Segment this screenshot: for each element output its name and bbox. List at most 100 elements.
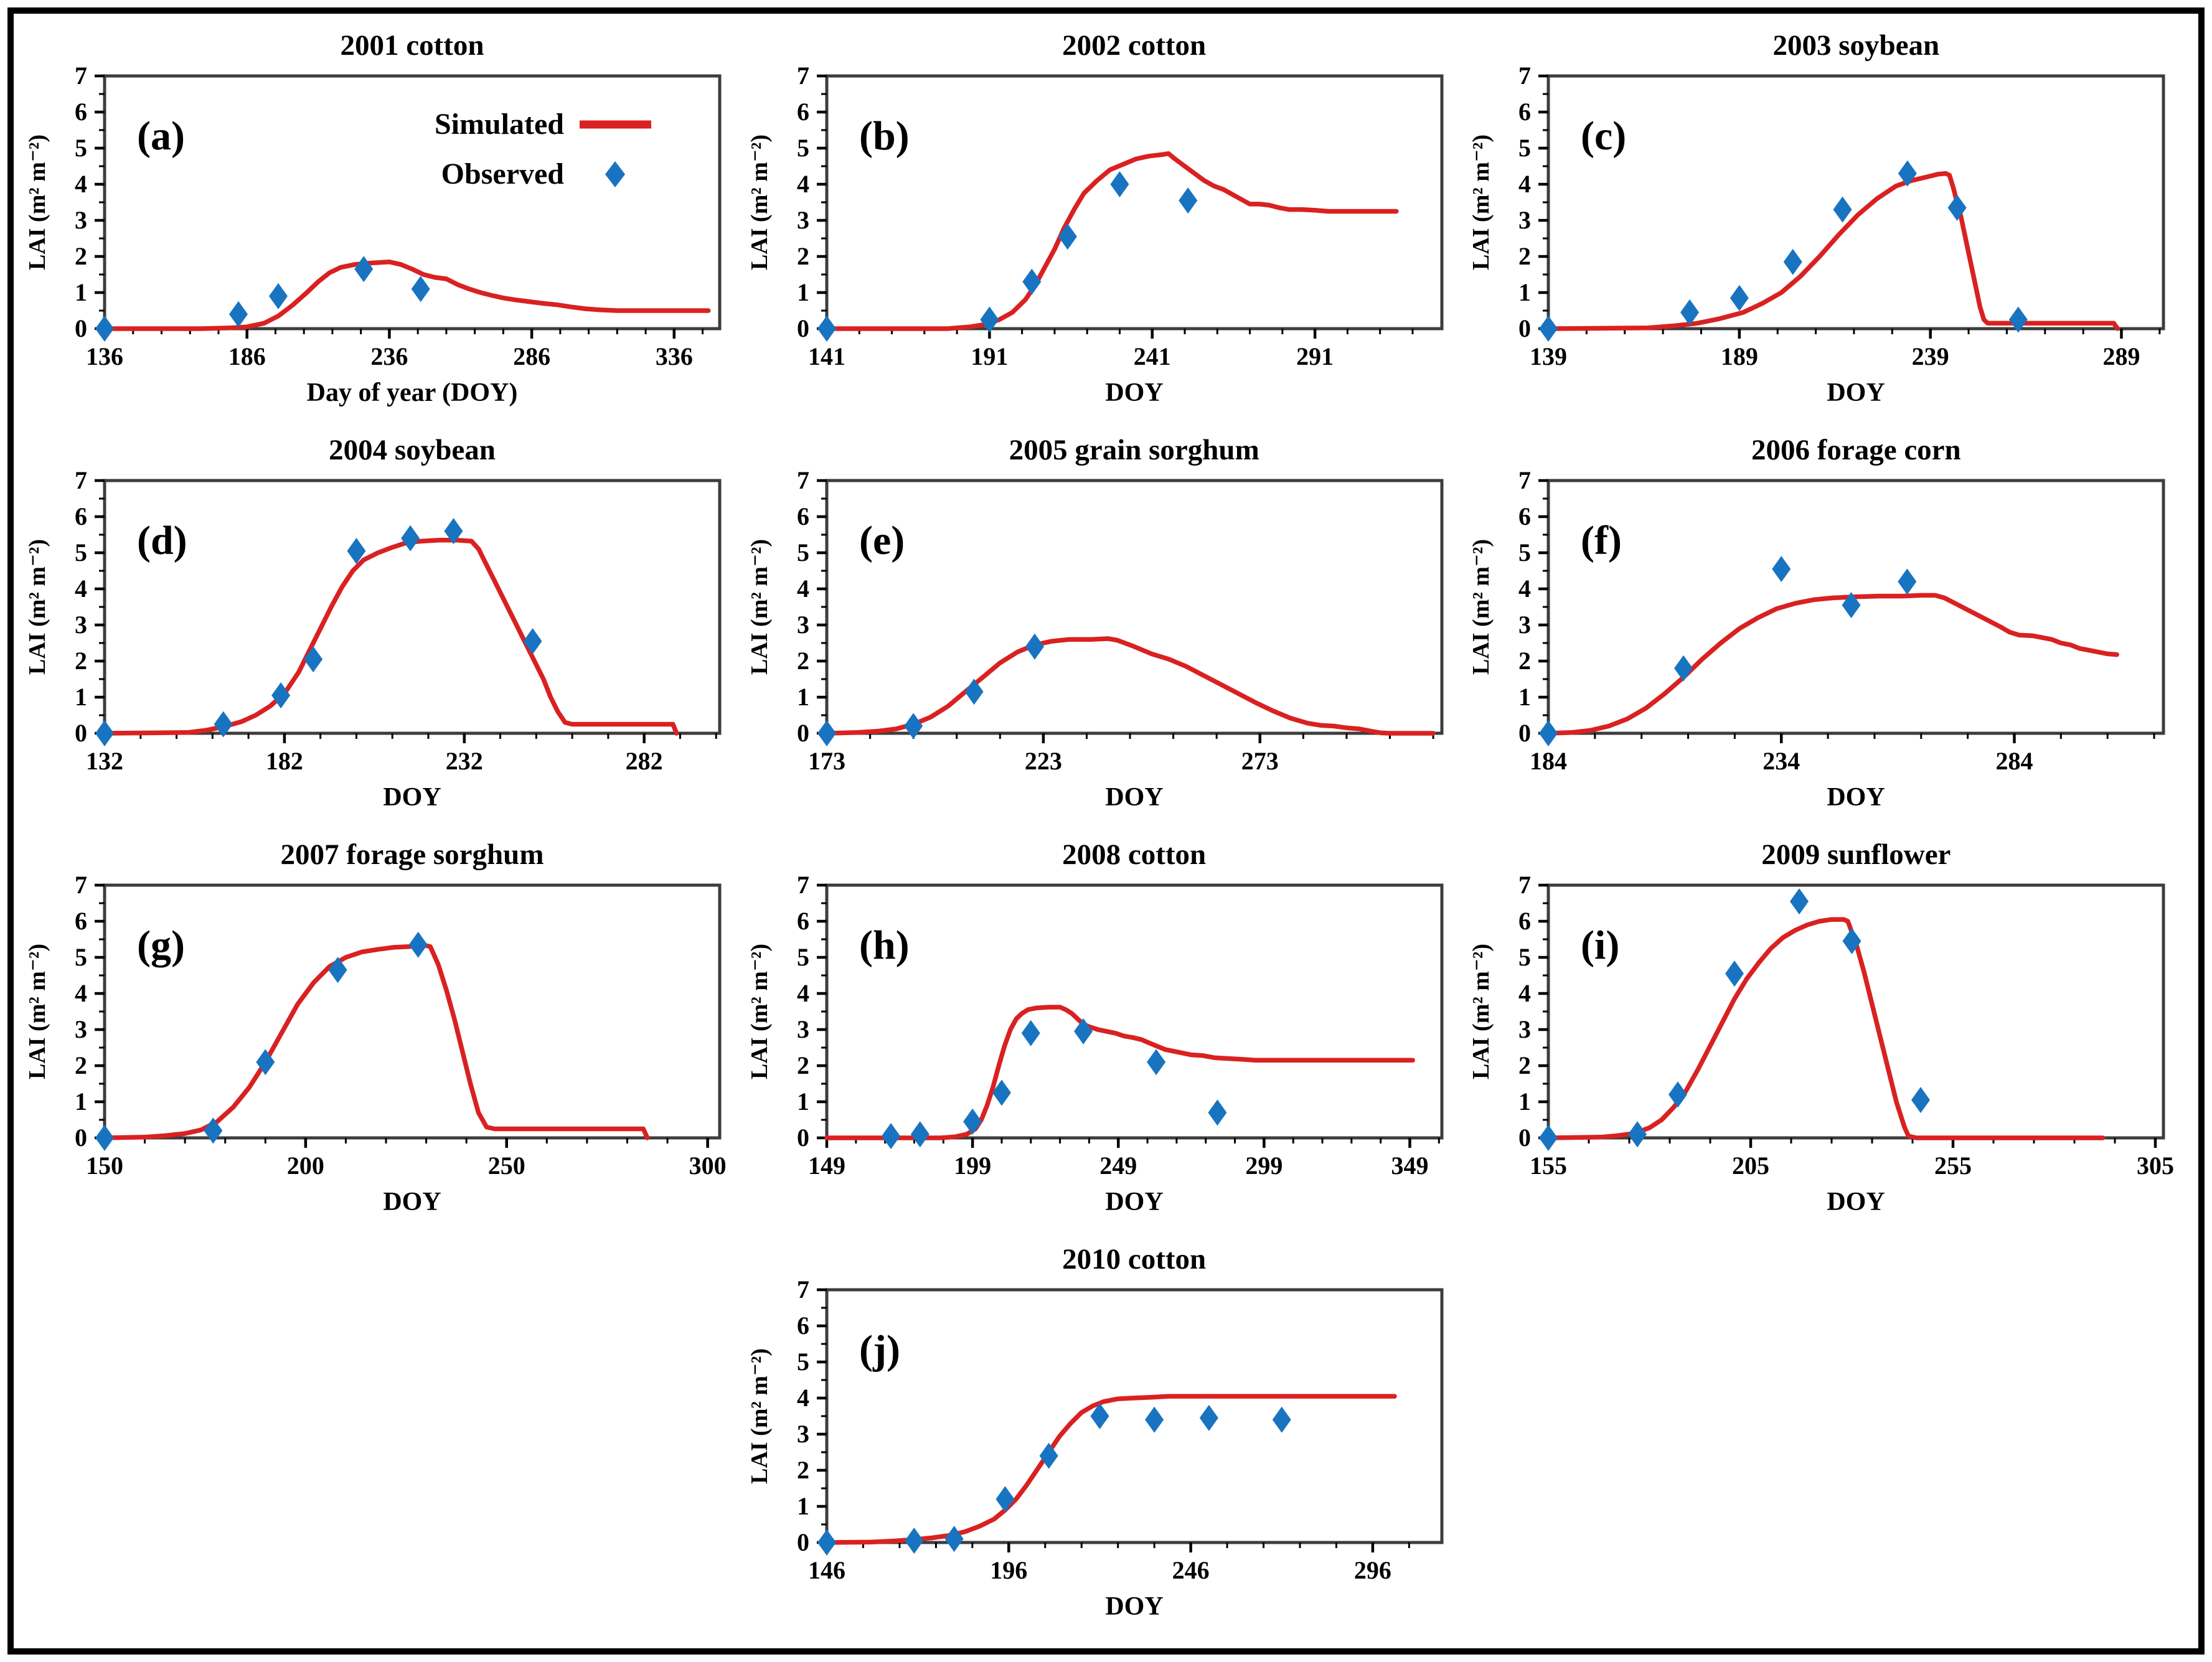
y-tick-label: 5 <box>797 1348 809 1376</box>
x-tick-label: 199 <box>954 1152 991 1180</box>
y-tick-label: 7 <box>797 468 809 494</box>
chart-h: 0 1 2 3 4 5 6 7 149 199 249 299 349 DOY LAI (m² m⁻²) (h… <box>746 873 1444 1216</box>
y-tick-label: 3 <box>75 206 87 234</box>
chart-e: 0 1 2 3 4 5 6 7 173 223 273 DOY LAI (m² m⁻²) (e) <box>746 468 1444 812</box>
y-tick-label: 5 <box>1518 134 1531 162</box>
observed-point <box>995 1486 1015 1513</box>
observed-point <box>1842 592 1861 619</box>
observed-point <box>1680 299 1700 326</box>
observed-point <box>1539 1125 1558 1151</box>
x-tick-label: 139 <box>1530 342 1567 370</box>
x-tick-label: 191 <box>971 342 1008 370</box>
observed-point <box>1730 284 1749 311</box>
observed-point <box>817 1529 836 1556</box>
panel-2003-soybean: 2003 soybean 0 1 2 3 4 5 6 7 139 189 239 289 DOY LAI … <box>1467 27 2183 427</box>
y-tick-label: 3 <box>1518 1015 1531 1043</box>
panel-letter: (a) <box>137 113 185 159</box>
observed-point <box>881 1123 900 1150</box>
observed-point <box>1772 556 1791 583</box>
x-tick-label: 205 <box>1732 1152 1769 1180</box>
y-tick-label: 1 <box>797 278 809 306</box>
observed-point <box>944 1526 964 1552</box>
legend-observed-diamond-icon <box>605 161 625 187</box>
y-tick-label: 6 <box>797 1312 809 1340</box>
y-tick-label: 4 <box>797 1384 809 1412</box>
panel-2006-forage-corn: 2006 forage corn 0 1 2 3 4 5 6 7 184 234 284 DOY LAI… <box>1467 432 2183 832</box>
plot-box <box>1546 883 2165 1140</box>
y-tick-label: 4 <box>1518 575 1531 603</box>
y-tick-label: 5 <box>75 943 87 971</box>
y-tick-label: 1 <box>75 1087 87 1115</box>
panel-title-c: 2003 soybean <box>1772 29 1940 62</box>
chart-b: 0 1 2 3 4 5 6 7 141 191 241 291 DOY LAI (m² m⁻²) (b) <box>746 63 1444 407</box>
y-axis-title: LAI (m² m⁻²) <box>1468 539 1494 675</box>
panel-title-g: 2007 forage sorghum <box>280 838 544 871</box>
observed-point <box>1833 196 1852 223</box>
y-tick-label: 4 <box>75 170 87 198</box>
observed-point <box>401 525 420 552</box>
x-tick-label: 155 <box>1530 1152 1567 1180</box>
x-tick-label: 234 <box>1763 747 1800 775</box>
x-tick-label: 149 <box>808 1152 845 1180</box>
panel-letter: (c) <box>1581 113 1626 159</box>
y-tick-label: 7 <box>75 468 87 494</box>
x-axis-title: DOY <box>1827 783 1885 812</box>
observed-point <box>1039 1442 1058 1469</box>
plot-box <box>825 883 1444 1140</box>
y-tick-label: 6 <box>797 907 809 935</box>
y-tick-label: 6 <box>1518 502 1531 530</box>
observed-point <box>95 1125 114 1151</box>
y-axis-title: LAI (m² m⁻²) <box>1468 944 1494 1079</box>
x-tick-label: 182 <box>266 747 303 775</box>
observed-point <box>1539 316 1558 342</box>
plot-box <box>1546 74 2165 331</box>
figure-border: 2001 cotton 0 1 2 3 4 5 6 7 136 186 236 286 336 Day o… <box>7 7 2205 1655</box>
y-tick-label: 2 <box>797 647 809 675</box>
x-tick-label: 184 <box>1530 747 1567 775</box>
y-tick-label: 2 <box>1518 242 1531 270</box>
x-tick-label: 196 <box>990 1556 1027 1584</box>
panel-title-d: 2004 soybean <box>329 434 496 466</box>
y-tick-label: 2 <box>75 647 87 675</box>
y-tick-label: 3 <box>1518 611 1531 639</box>
y-tick-label: 5 <box>1518 538 1531 566</box>
y-tick-label: 3 <box>797 206 809 234</box>
y-tick-label: 1 <box>1518 1087 1531 1115</box>
observed-point <box>1674 655 1693 682</box>
x-tick-label: 255 <box>1934 1152 1972 1180</box>
panel-letter: (j) <box>859 1327 900 1373</box>
x-tick-label: 273 <box>1241 747 1278 775</box>
x-tick-label: 146 <box>808 1556 845 1584</box>
panel-letter: (f) <box>1581 518 1622 563</box>
y-tick-label: 7 <box>797 63 809 90</box>
observed-point <box>1911 1087 1931 1114</box>
x-axis-title: DOY <box>1105 1188 1163 1216</box>
chart-g: 0 1 2 3 4 5 6 7 150 200 250 300 DOY LAI (m² m⁻²) (g) <box>24 873 727 1216</box>
y-axis-title: LAI (m² m⁻²) <box>24 944 50 1079</box>
observed-point <box>204 1117 223 1144</box>
x-tick-label: 173 <box>808 747 845 775</box>
observed-point <box>1021 1020 1040 1046</box>
y-axis-title: LAI (m² m⁻²) <box>1468 134 1494 270</box>
panel-title-h: 2008 cotton <box>1062 838 1207 871</box>
y-axis-title: LAI (m² m⁻²) <box>24 539 50 675</box>
observed-point <box>328 957 347 984</box>
y-tick-label: 4 <box>797 575 809 603</box>
y-tick-label: 0 <box>797 1528 809 1556</box>
observed-point <box>444 518 463 545</box>
simulated-line <box>824 636 1436 736</box>
y-tick-label: 0 <box>797 1124 809 1152</box>
simulated-line <box>1546 593 2120 736</box>
observed-point <box>1073 1018 1093 1045</box>
panel-2001-cotton: 2001 cotton 0 1 2 3 4 5 6 7 136 186 236 286 336 Day o… <box>24 27 740 427</box>
y-tick-label: 5 <box>797 134 809 162</box>
y-tick-label: 0 <box>1518 1124 1531 1152</box>
observed-point <box>214 711 233 738</box>
y-tick-label: 4 <box>797 170 809 198</box>
y-tick-label: 5 <box>797 538 809 566</box>
y-tick-label: 1 <box>1518 278 1531 306</box>
plot-box <box>825 1288 1444 1544</box>
x-axis-title: DOY <box>383 783 441 812</box>
chart-i: 0 1 2 3 4 5 6 7 155 205 255 305 DOY LAI (m² m⁻²) (i) <box>1468 873 2174 1216</box>
